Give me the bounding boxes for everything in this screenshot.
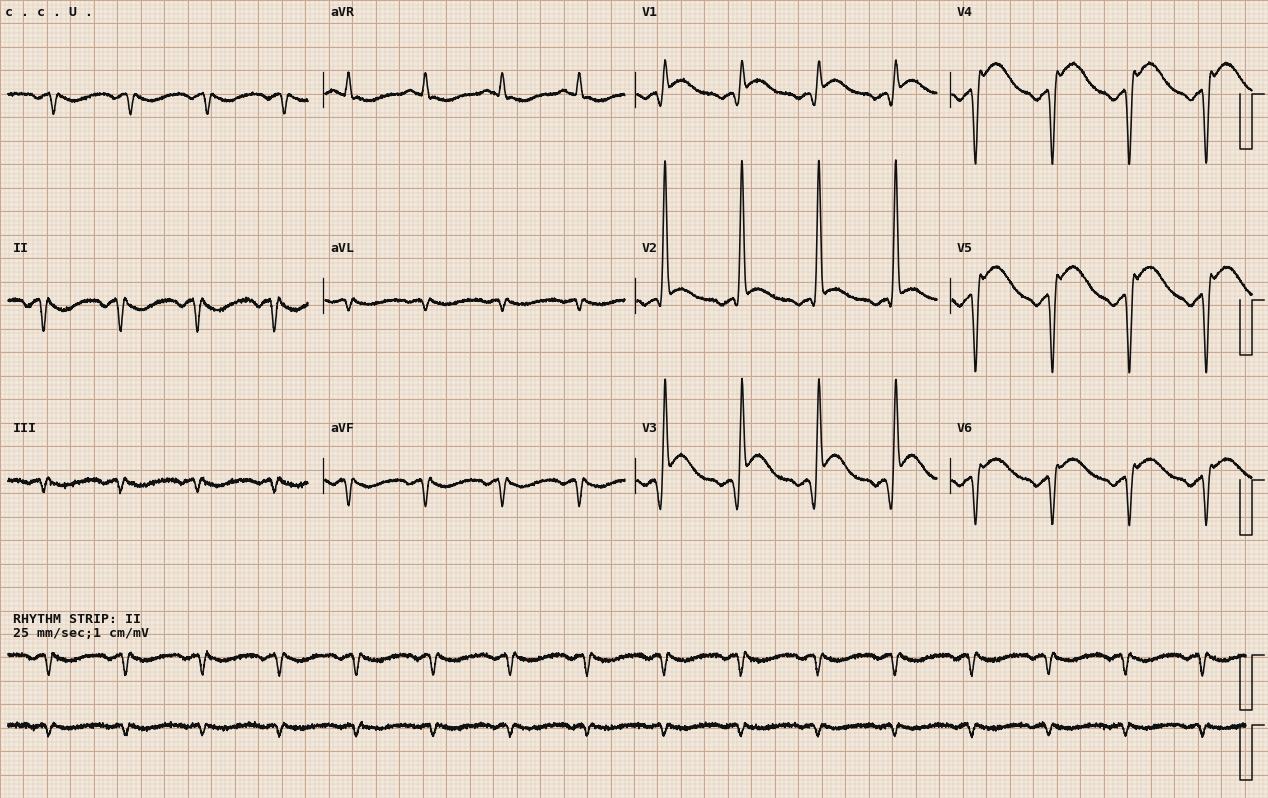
Text: V2: V2 bbox=[642, 242, 658, 255]
Text: V6: V6 bbox=[957, 422, 973, 435]
Text: V3: V3 bbox=[642, 422, 658, 435]
Text: aVR: aVR bbox=[330, 6, 354, 19]
Text: V1: V1 bbox=[642, 6, 658, 19]
Text: c . c . U .: c . c . U . bbox=[5, 6, 93, 19]
Text: III: III bbox=[13, 422, 37, 435]
Text: aVF: aVF bbox=[330, 422, 354, 435]
Text: aVL: aVL bbox=[330, 242, 354, 255]
Text: RHYTHM STRIP: II: RHYTHM STRIP: II bbox=[13, 613, 141, 626]
Text: II: II bbox=[13, 242, 29, 255]
Text: V5: V5 bbox=[957, 242, 973, 255]
Text: 25 mm/sec;1 cm/mV: 25 mm/sec;1 cm/mV bbox=[13, 627, 150, 640]
Text: V4: V4 bbox=[957, 6, 973, 19]
